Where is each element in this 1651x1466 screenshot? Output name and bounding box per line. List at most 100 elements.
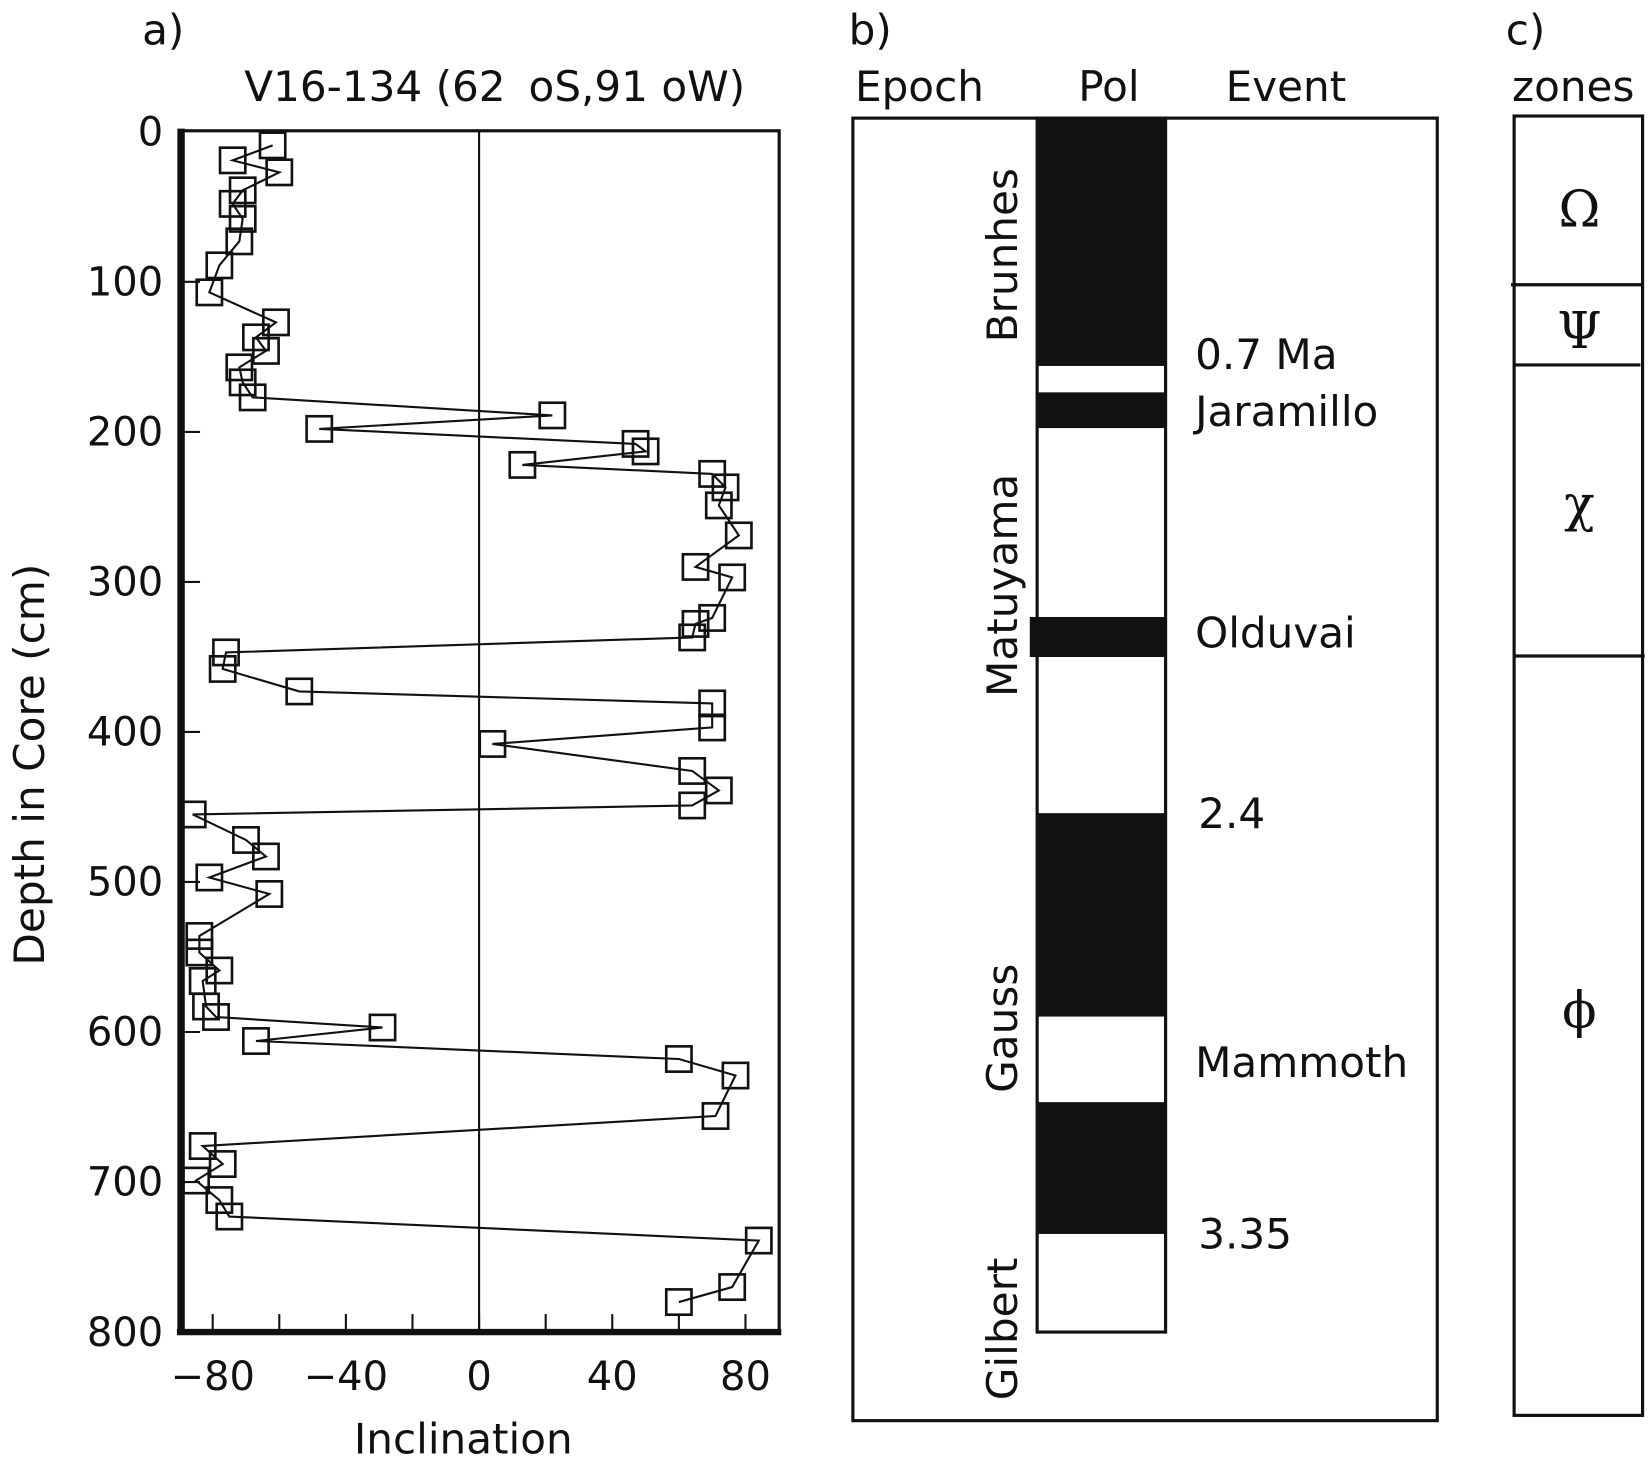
data-point-marker [208,654,237,683]
panel-a: a) V16-134 (62 oS,91 oW) −80 −40 0 40 800100… [5,5,782,1463]
data-point-marker [718,1273,747,1302]
core-title-location: oS,91 oW) [529,62,746,111]
data-point-marker [718,563,747,592]
zones-frame [1512,114,1645,1417]
data-point-marker [192,992,220,1021]
epoch-matuyama: Matuyama [978,474,1027,697]
data-point-marker [711,473,740,502]
data-point-marker [744,1226,773,1255]
polarity-interval-reversed [1037,1016,1166,1103]
epoch-brunhes: Brunhes [978,168,1027,342]
data-point-marker [238,383,267,412]
data-point-marker [225,353,254,382]
data-point-marker [215,1202,244,1231]
pol-header: Pol [1078,62,1139,111]
panel-b: b) Epoch Pol Event Brunhes Matuyama Gaus… [849,5,1439,1423]
data-point-marker [195,863,224,892]
data-point-marker [178,800,207,829]
data-point-marker [225,227,254,256]
event-3-35: 3.35 [1198,1210,1292,1259]
zone-psi: Ψ [1557,301,1601,360]
data-point-marker [621,429,650,458]
zones-header: zones [1512,62,1634,111]
data-point-marker [218,146,247,175]
data-point-marker [508,450,537,479]
data-point-marker [678,623,707,652]
event-olduvai: Olduvai [1195,609,1356,658]
polarity-column-outline [1035,116,1168,1334]
data-point-marker [205,1186,234,1215]
x-tick-label: 80 [720,1354,771,1400]
y-tick-label: 0 [138,110,163,156]
y-axis-label: Depth in Core (cm) [5,564,54,966]
event-header: Event [1226,62,1347,111]
x-axis-label: Inclination [354,1414,573,1463]
data-point-marker [208,1150,237,1178]
data-point-marker [218,189,247,218]
core-title: V16-134 (62 [244,62,505,111]
epoch-gauss: Gauss [978,964,1027,1093]
panel-a-label: a) [142,5,184,54]
data-point-marker [664,1288,693,1317]
data-point-marker [202,1003,230,1031]
data-point-marker [368,1013,397,1042]
data-point-marker [698,603,727,632]
data-point-marker [252,336,280,365]
event-0-7ma: 0.7 Ma [1195,330,1337,379]
polarity-interval-normal [1029,616,1166,658]
data-point-marker [698,713,727,742]
data-point-marker [232,825,260,854]
data-point-marker [285,677,314,706]
y-tick-label: 700 [87,1160,163,1206]
x-tick-label: −40 [304,1354,388,1400]
data-point-marker [631,437,660,466]
data-point-marker [678,791,707,820]
data-point-marker [538,401,567,430]
polarity-interval-reversed [1037,428,1166,617]
event-2-4: 2.4 [1198,789,1265,838]
y-tick-label: 600 [87,1010,163,1056]
data-point-marker [704,776,733,805]
zone-omega: Ω [1558,180,1600,239]
data-point-marker [255,880,284,908]
data-point-marker [182,1166,210,1195]
x-tick-label: 0 [466,1354,491,1400]
data-point-marker [185,922,214,950]
y-tick-label: 500 [87,860,163,906]
epoch-gilbert: Gilbert [978,1258,1027,1401]
inclination-series-line [192,144,761,1304]
data-point-marker [242,1027,270,1055]
data-point-marker [212,638,240,667]
data-point-marker [701,1102,730,1130]
x-tick-label: 40 [587,1354,638,1400]
polarity-interval-normal [1037,118,1166,366]
polarity-interval-normal [1037,1102,1166,1234]
data-point-marker [664,1045,693,1073]
y-tick-label: 400 [87,710,163,756]
data-point-marker [721,1061,750,1090]
data-point-marker [252,842,280,871]
data-point-marker [724,521,753,550]
polarity-interval-reversed [1037,657,1166,814]
y-tick-label: 100 [87,260,163,306]
data-point-marker [228,368,257,397]
data-point-marker [704,491,733,520]
y-tick-label: 800 [87,1310,163,1356]
event-jaramillo: Jaramillo [1192,387,1378,436]
panel-c: c) zones Ω Ψ χ ϕ [1506,5,1645,1417]
data-point-marker [205,251,234,280]
y-tick-label: 200 [87,410,163,456]
data-point-marker [678,756,707,785]
data-point-marker [478,729,507,758]
data-point-marker [258,131,287,160]
data-point-marker [305,414,334,443]
data-point-marker [228,204,257,233]
polarity-interval-reversed [1037,365,1166,393]
data-point-marker [262,308,290,337]
zone-phi: ϕ [1562,980,1596,1039]
epoch-header: Epoch [855,62,984,111]
polarity-interval-normal [1037,392,1166,429]
panel-b-label: b) [849,5,892,54]
data-point-marker [681,552,710,581]
